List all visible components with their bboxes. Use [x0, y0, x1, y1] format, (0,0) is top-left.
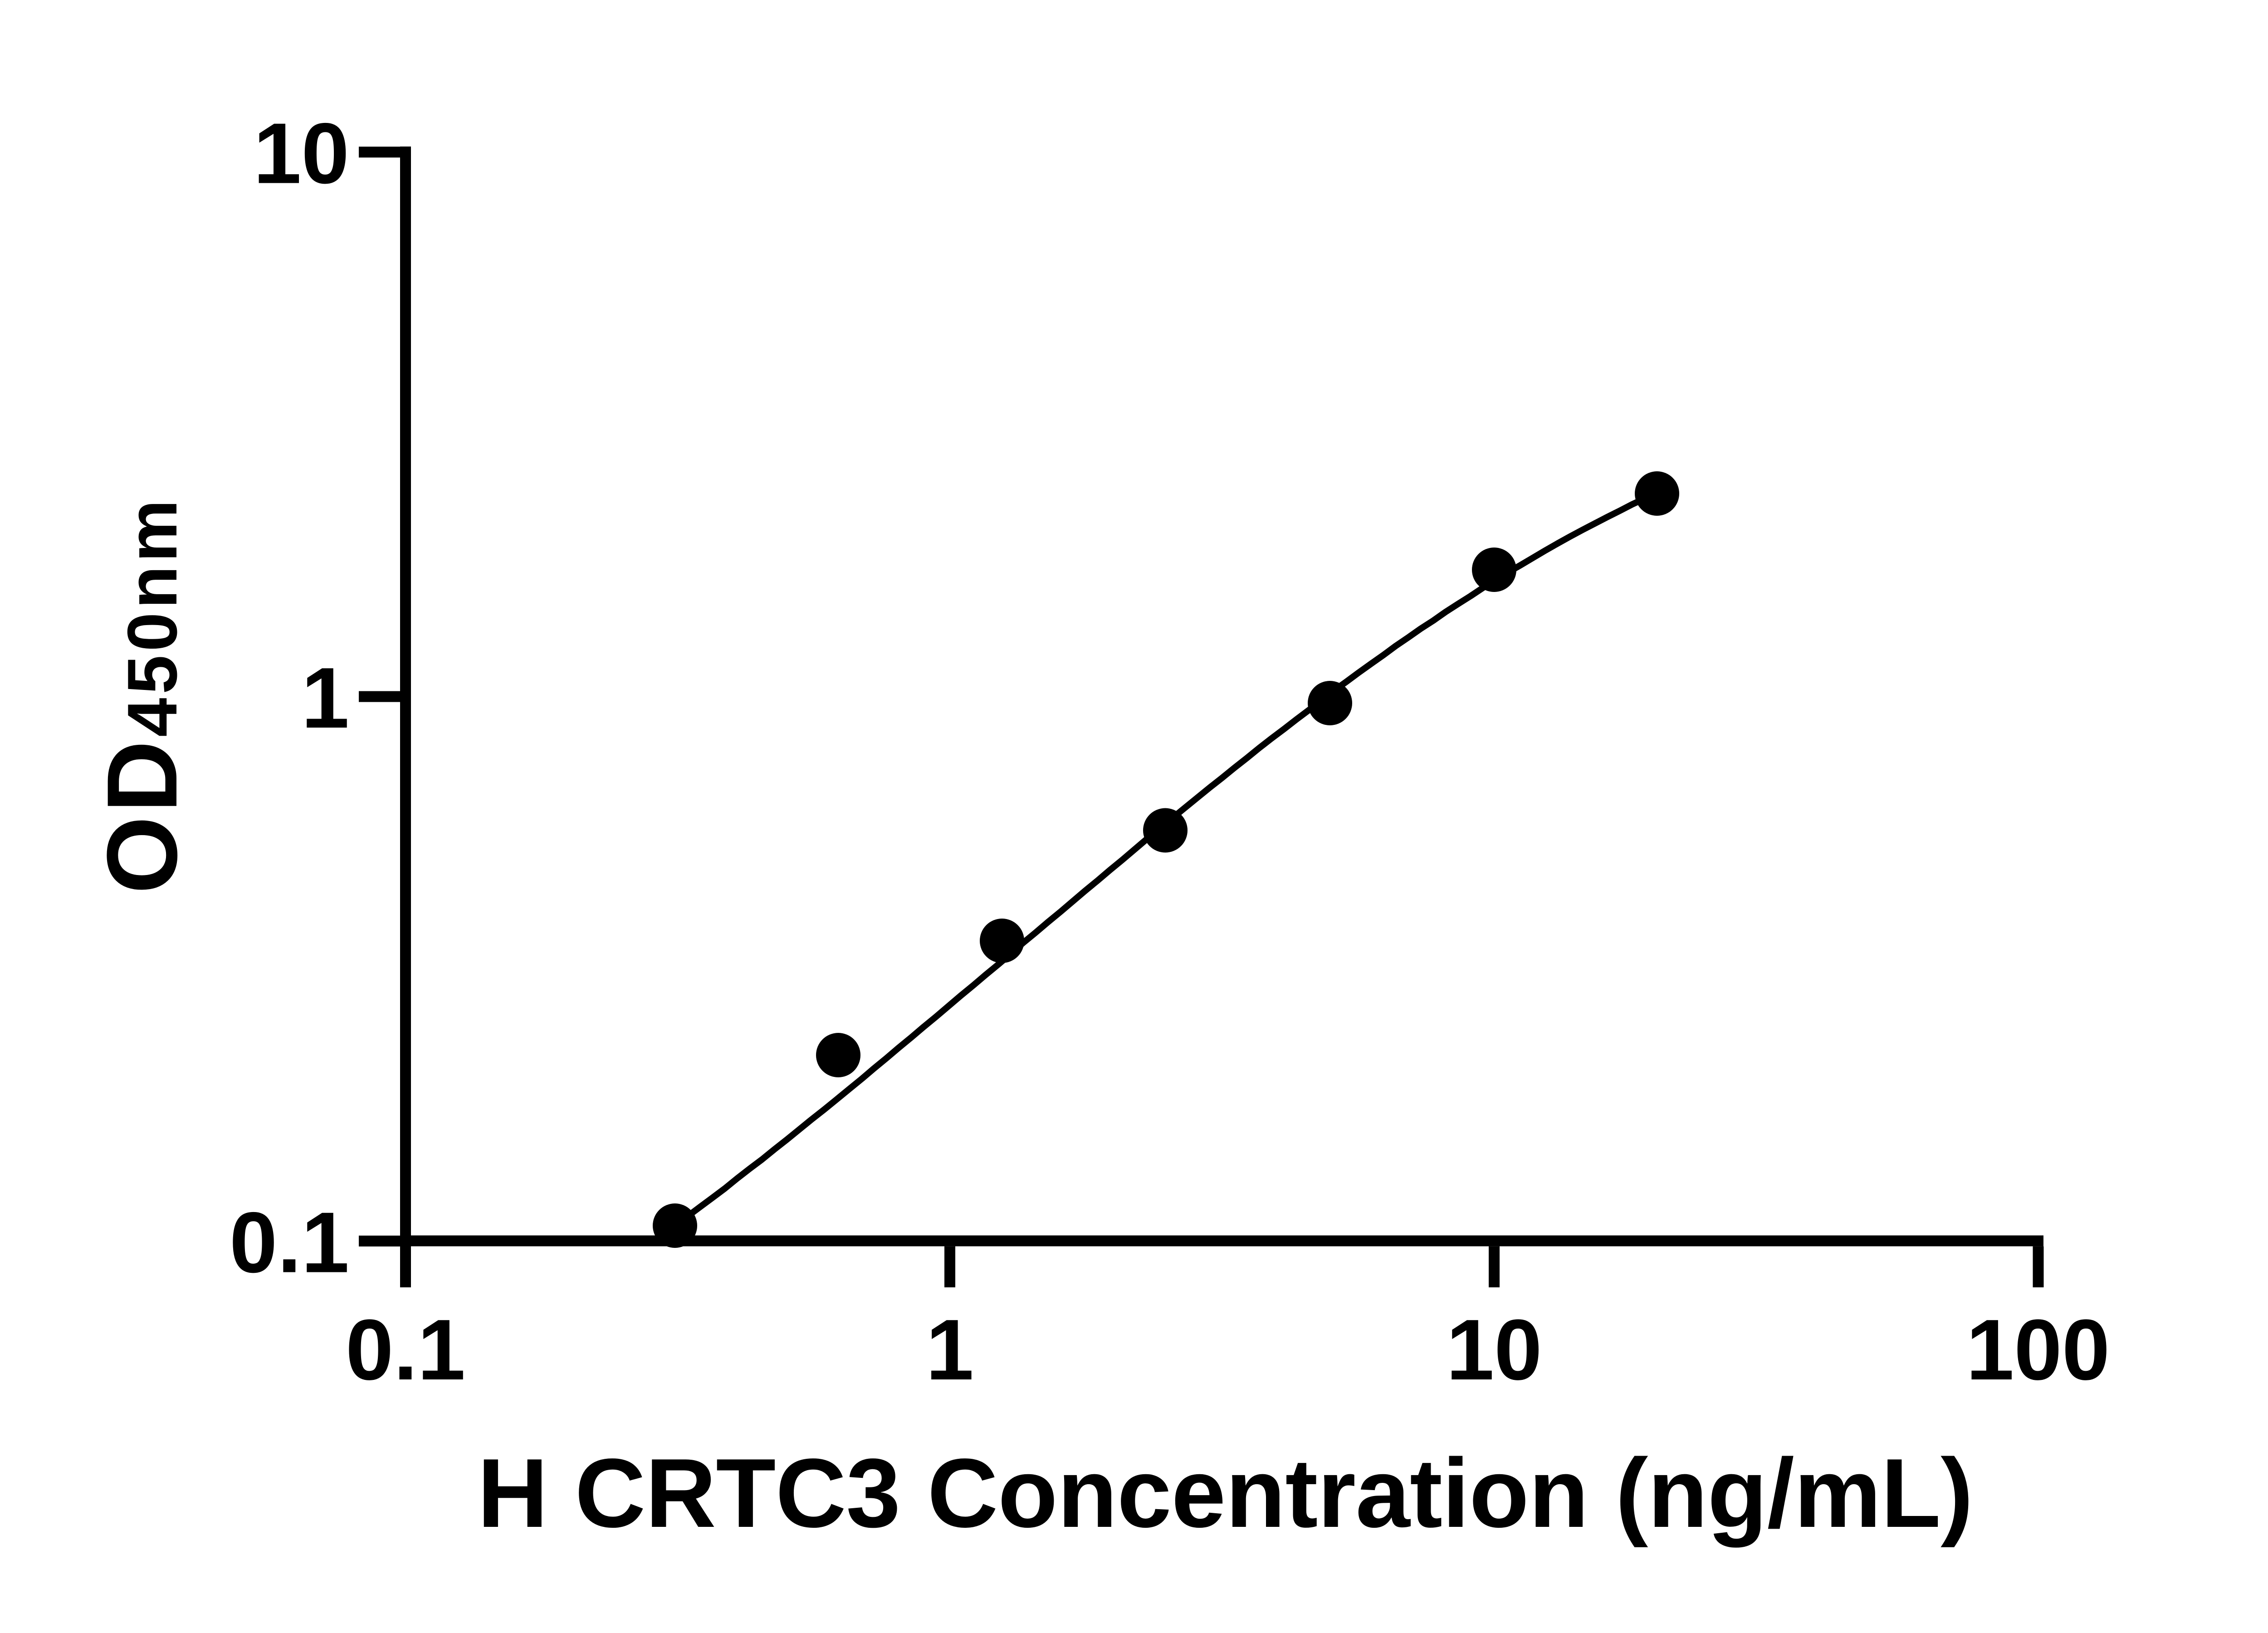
svg-text:10: 10	[1446, 1302, 1542, 1398]
svg-text:100: 100	[1966, 1302, 2110, 1398]
svg-text:0.1: 0.1	[346, 1302, 465, 1398]
svg-text:10: 10	[254, 106, 349, 202]
svg-text:0.1: 0.1	[230, 1195, 349, 1291]
svg-text:1: 1	[301, 650, 349, 746]
svg-text:H CRTC3 Concentration (ng/mL): H CRTC3 Concentration (ng/mL)	[477, 1438, 1973, 1548]
svg-text:1: 1	[926, 1302, 974, 1398]
